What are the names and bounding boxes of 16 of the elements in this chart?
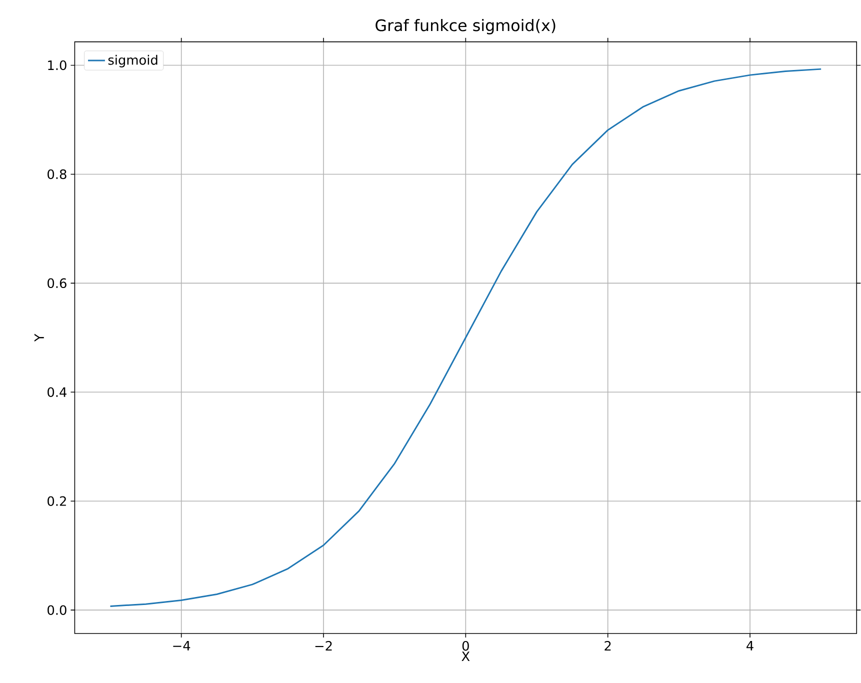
x-tick-label: −4 [173, 640, 190, 650]
x-tick-label: −2 [315, 640, 332, 650]
chart-title: Graf funkce sigmoid(x) [376, 18, 556, 34]
y-tick-label: 0.6 [48, 278, 66, 288]
x-tick-label: 0 [462, 640, 469, 651]
y-axis-title: Y [34, 334, 44, 342]
line-series [110, 68, 822, 607]
y-tick-label: 1.0 [48, 60, 66, 70]
y-tick-label: 0.2 [48, 496, 66, 506]
x-axis-title: X [462, 651, 470, 661]
y-tick-label: 0.0 [48, 605, 66, 615]
x-tick-label: 2 [604, 640, 611, 650]
y-tick-label: 0.8 [48, 169, 66, 179]
y-tick-label: 0.4 [48, 387, 66, 397]
legend-label: sigmoid [108, 54, 158, 68]
x-tick-label: 4 [746, 640, 754, 650]
